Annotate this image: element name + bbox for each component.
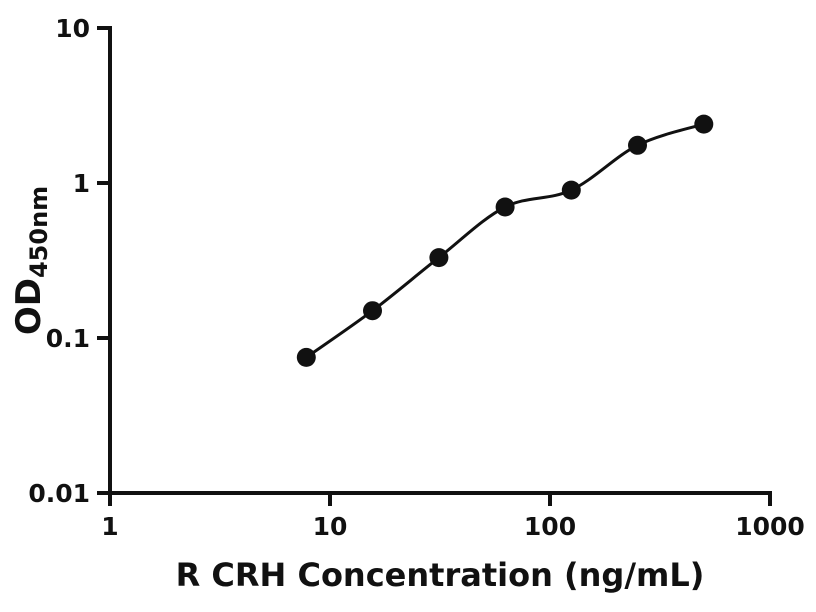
data-point (628, 135, 647, 155)
curve-line (305, 122, 705, 359)
y-tick-label: 0.1 (46, 324, 90, 353)
data-point (296, 347, 316, 367)
y-axis-title: OD450nm (9, 186, 53, 335)
x-tick-label: 1000 (735, 512, 805, 541)
x-axis-title: R CRH Concentration (ng/mL) (176, 556, 705, 594)
data-point (363, 301, 382, 321)
x-tick-label: 100 (524, 512, 576, 541)
x-tick-label: 1 (101, 512, 118, 541)
data-point (694, 114, 714, 134)
y-tick-label: 0.01 (28, 479, 90, 508)
x-tick-label: 10 (313, 512, 348, 541)
y-tick-label: 1 (73, 169, 90, 198)
data-point (495, 197, 515, 217)
y-tick-label: 10 (55, 14, 90, 43)
data-point (429, 248, 449, 268)
data-point (561, 180, 581, 200)
